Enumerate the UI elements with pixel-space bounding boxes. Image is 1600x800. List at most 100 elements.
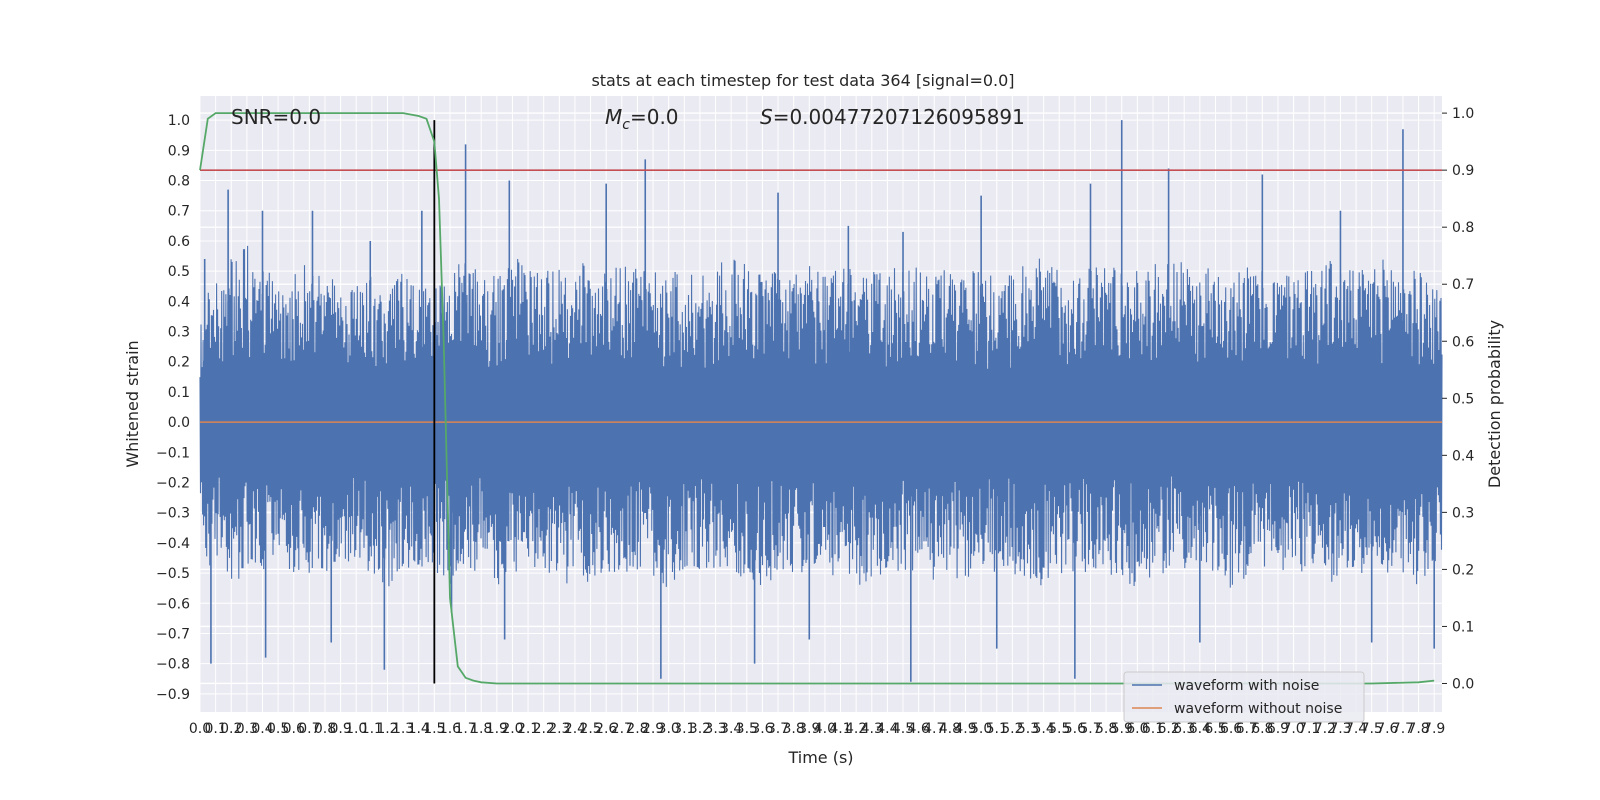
x-tick-label: 1.8 [470, 721, 492, 737]
x-tick-label: 1.4 [408, 721, 430, 737]
x-tick-label: 2.8 [626, 721, 648, 737]
x-tick-label: 6.1 [1142, 721, 1164, 737]
x-tick-label: 6.5 [1204, 721, 1226, 737]
x-tick-label: 6.8 [1251, 721, 1273, 737]
y-tick-label-left: 0.5 [168, 264, 190, 280]
x-tick-label: 0.5 [267, 721, 289, 737]
y-tick-label-left: 0.7 [168, 204, 190, 220]
legend-label-clean: waveform without noise [1174, 701, 1342, 717]
y-tick-label-left: 0.0 [168, 415, 190, 431]
noise-waveform [199, 120, 1443, 682]
x-tick-label: 2.5 [579, 721, 601, 737]
x-tick-label: 3.6 [751, 721, 773, 737]
y-tick-label-right: 1.0 [1452, 106, 1474, 122]
x-tick-label: 3.4 [720, 721, 742, 737]
x-tick-label: 5.4 [1032, 721, 1054, 737]
x-tick-label: 1.0 [345, 721, 367, 737]
y-tick-label-left: 0.2 [168, 355, 190, 371]
y-axis-label-right: Detection probability [1485, 320, 1504, 488]
y-tick-label-left: 0.9 [168, 143, 190, 159]
y-tick-label-right: 0.2 [1452, 562, 1474, 578]
score-annotation: S=0.00477207126095891 [760, 105, 1025, 129]
x-tick-label: 4.9 [954, 721, 976, 737]
x-tick-label: 3.2 [689, 721, 711, 737]
x-tick-label: 7.5 [1361, 721, 1383, 737]
x-tick-label: 0.4 [251, 721, 273, 737]
y-tick-label-left: 1.0 [168, 113, 190, 129]
x-tick-label: 1.9 [486, 721, 508, 737]
y-tick-label-left: 0.4 [168, 294, 190, 310]
x-tick-label: 1.1 [361, 721, 383, 737]
x-tick-label: 2.9 [642, 721, 664, 737]
x-tick-label: 3.5 [736, 721, 758, 737]
x-tick-label: 0.3 [236, 721, 258, 737]
y-tick-label-right: 0.6 [1452, 334, 1474, 350]
x-tick-label: 7.8 [1407, 721, 1429, 737]
y-tick-label-right: 0.8 [1452, 220, 1474, 236]
x-tick-label: 7.1 [1298, 721, 1320, 737]
y-tick-label-left: −0.7 [156, 626, 190, 642]
x-tick-label: 0.1 [204, 721, 226, 737]
y-tick-label-left: −0.3 [156, 506, 190, 522]
x-axis-ticks: 0.00.10.20.30.40.50.60.70.80.91.01.11.21… [189, 721, 1445, 737]
x-tick-label: 2.6 [595, 721, 617, 737]
chart-title: stats at each timestep for test data 364… [591, 71, 1014, 90]
snr-annotation: SNR=0.0 [231, 105, 321, 129]
x-tick-label: 1.6 [439, 721, 461, 737]
y-tick-label-left: −0.1 [156, 445, 190, 461]
chirp-mass-annotation: Mc=0.0 [605, 105, 679, 133]
x-tick-label: 5.5 [1048, 721, 1070, 737]
x-tick-label: 0.8 [314, 721, 336, 737]
x-tick-label: 5.8 [1095, 721, 1117, 737]
y-tick-label-right: 0.4 [1452, 448, 1474, 464]
x-tick-label: 5.1 [986, 721, 1008, 737]
y-tick-label-left: 0.6 [168, 234, 190, 250]
x-tick-label: 4.4 [876, 721, 898, 737]
y-tick-label-right: 0.1 [1452, 619, 1474, 635]
x-tick-label: 5.9 [1111, 721, 1133, 737]
x-tick-label: 2.4 [564, 721, 586, 737]
x-tick-label: 2.1 [517, 721, 539, 737]
x-tick-label: 7.9 [1423, 721, 1445, 737]
x-tick-label: 1.3 [392, 721, 414, 737]
y-tick-label-left: −0.8 [156, 657, 190, 673]
x-tick-label: 6.9 [1267, 721, 1289, 737]
x-tick-label: 7.2 [1314, 721, 1336, 737]
y-tick-label-left: −0.6 [156, 596, 190, 612]
x-tick-label: 7.7 [1392, 721, 1414, 737]
x-tick-label: 4.6 [908, 721, 930, 737]
x-tick-label: 5.6 [1064, 721, 1086, 737]
x-tick-label: 4.5 [892, 721, 914, 737]
y-tick-label-left: −0.5 [156, 566, 190, 582]
y-tick-label-left: 0.8 [168, 174, 190, 190]
x-tick-label: 7.0 [1282, 721, 1304, 737]
x-tick-label: 2.0 [501, 721, 523, 737]
y-tick-label-right: 0.3 [1452, 505, 1474, 521]
x-tick-label: 1.5 [423, 721, 445, 737]
x-tick-label: 5.2 [1001, 721, 1023, 737]
x-tick-label: 3.3 [704, 721, 726, 737]
legend: waveform with noise waveform without noi… [1123, 671, 1365, 723]
y-tick-label-left: 0.1 [168, 385, 190, 401]
x-tick-label: 1.7 [454, 721, 476, 737]
y-tick-label-right: 0.0 [1452, 676, 1474, 692]
x-tick-label: 3.7 [767, 721, 789, 737]
x-tick-label: 3.1 [673, 721, 695, 737]
x-axis-label: Time (s) [787, 748, 853, 767]
y-tick-label-left: 0.3 [168, 325, 190, 341]
x-tick-label: 3.0 [658, 721, 680, 737]
y-tick-label-left: −0.4 [156, 536, 190, 552]
x-tick-label: 4.3 [861, 721, 883, 737]
x-tick-label: 7.6 [1376, 721, 1398, 737]
left-axis-ticks: −0.9 −0.8 −0.7 −0.6 −0.5 −0.4 −0.3 −0.2 −0.1 0.0 0… [156, 113, 190, 703]
x-tick-label: 1.2 [376, 721, 398, 737]
x-tick-label: 0.7 [298, 721, 320, 737]
x-tick-label: 2.3 [548, 721, 570, 737]
right-axis-ticks: 0.0 0.1 0.2 0.3 0.4 0.5 0.6 0.7 0.8 0.9 1.0 [1442, 106, 1474, 692]
x-tick-label: 7.4 [1345, 721, 1367, 737]
detection-probability-line [199, 112, 1435, 685]
x-tick-label: 5.7 [1079, 721, 1101, 737]
x-tick-label: 6.6 [1220, 721, 1242, 737]
x-tick-label: 2.2 [533, 721, 555, 737]
noise-path [199, 245, 1443, 588]
